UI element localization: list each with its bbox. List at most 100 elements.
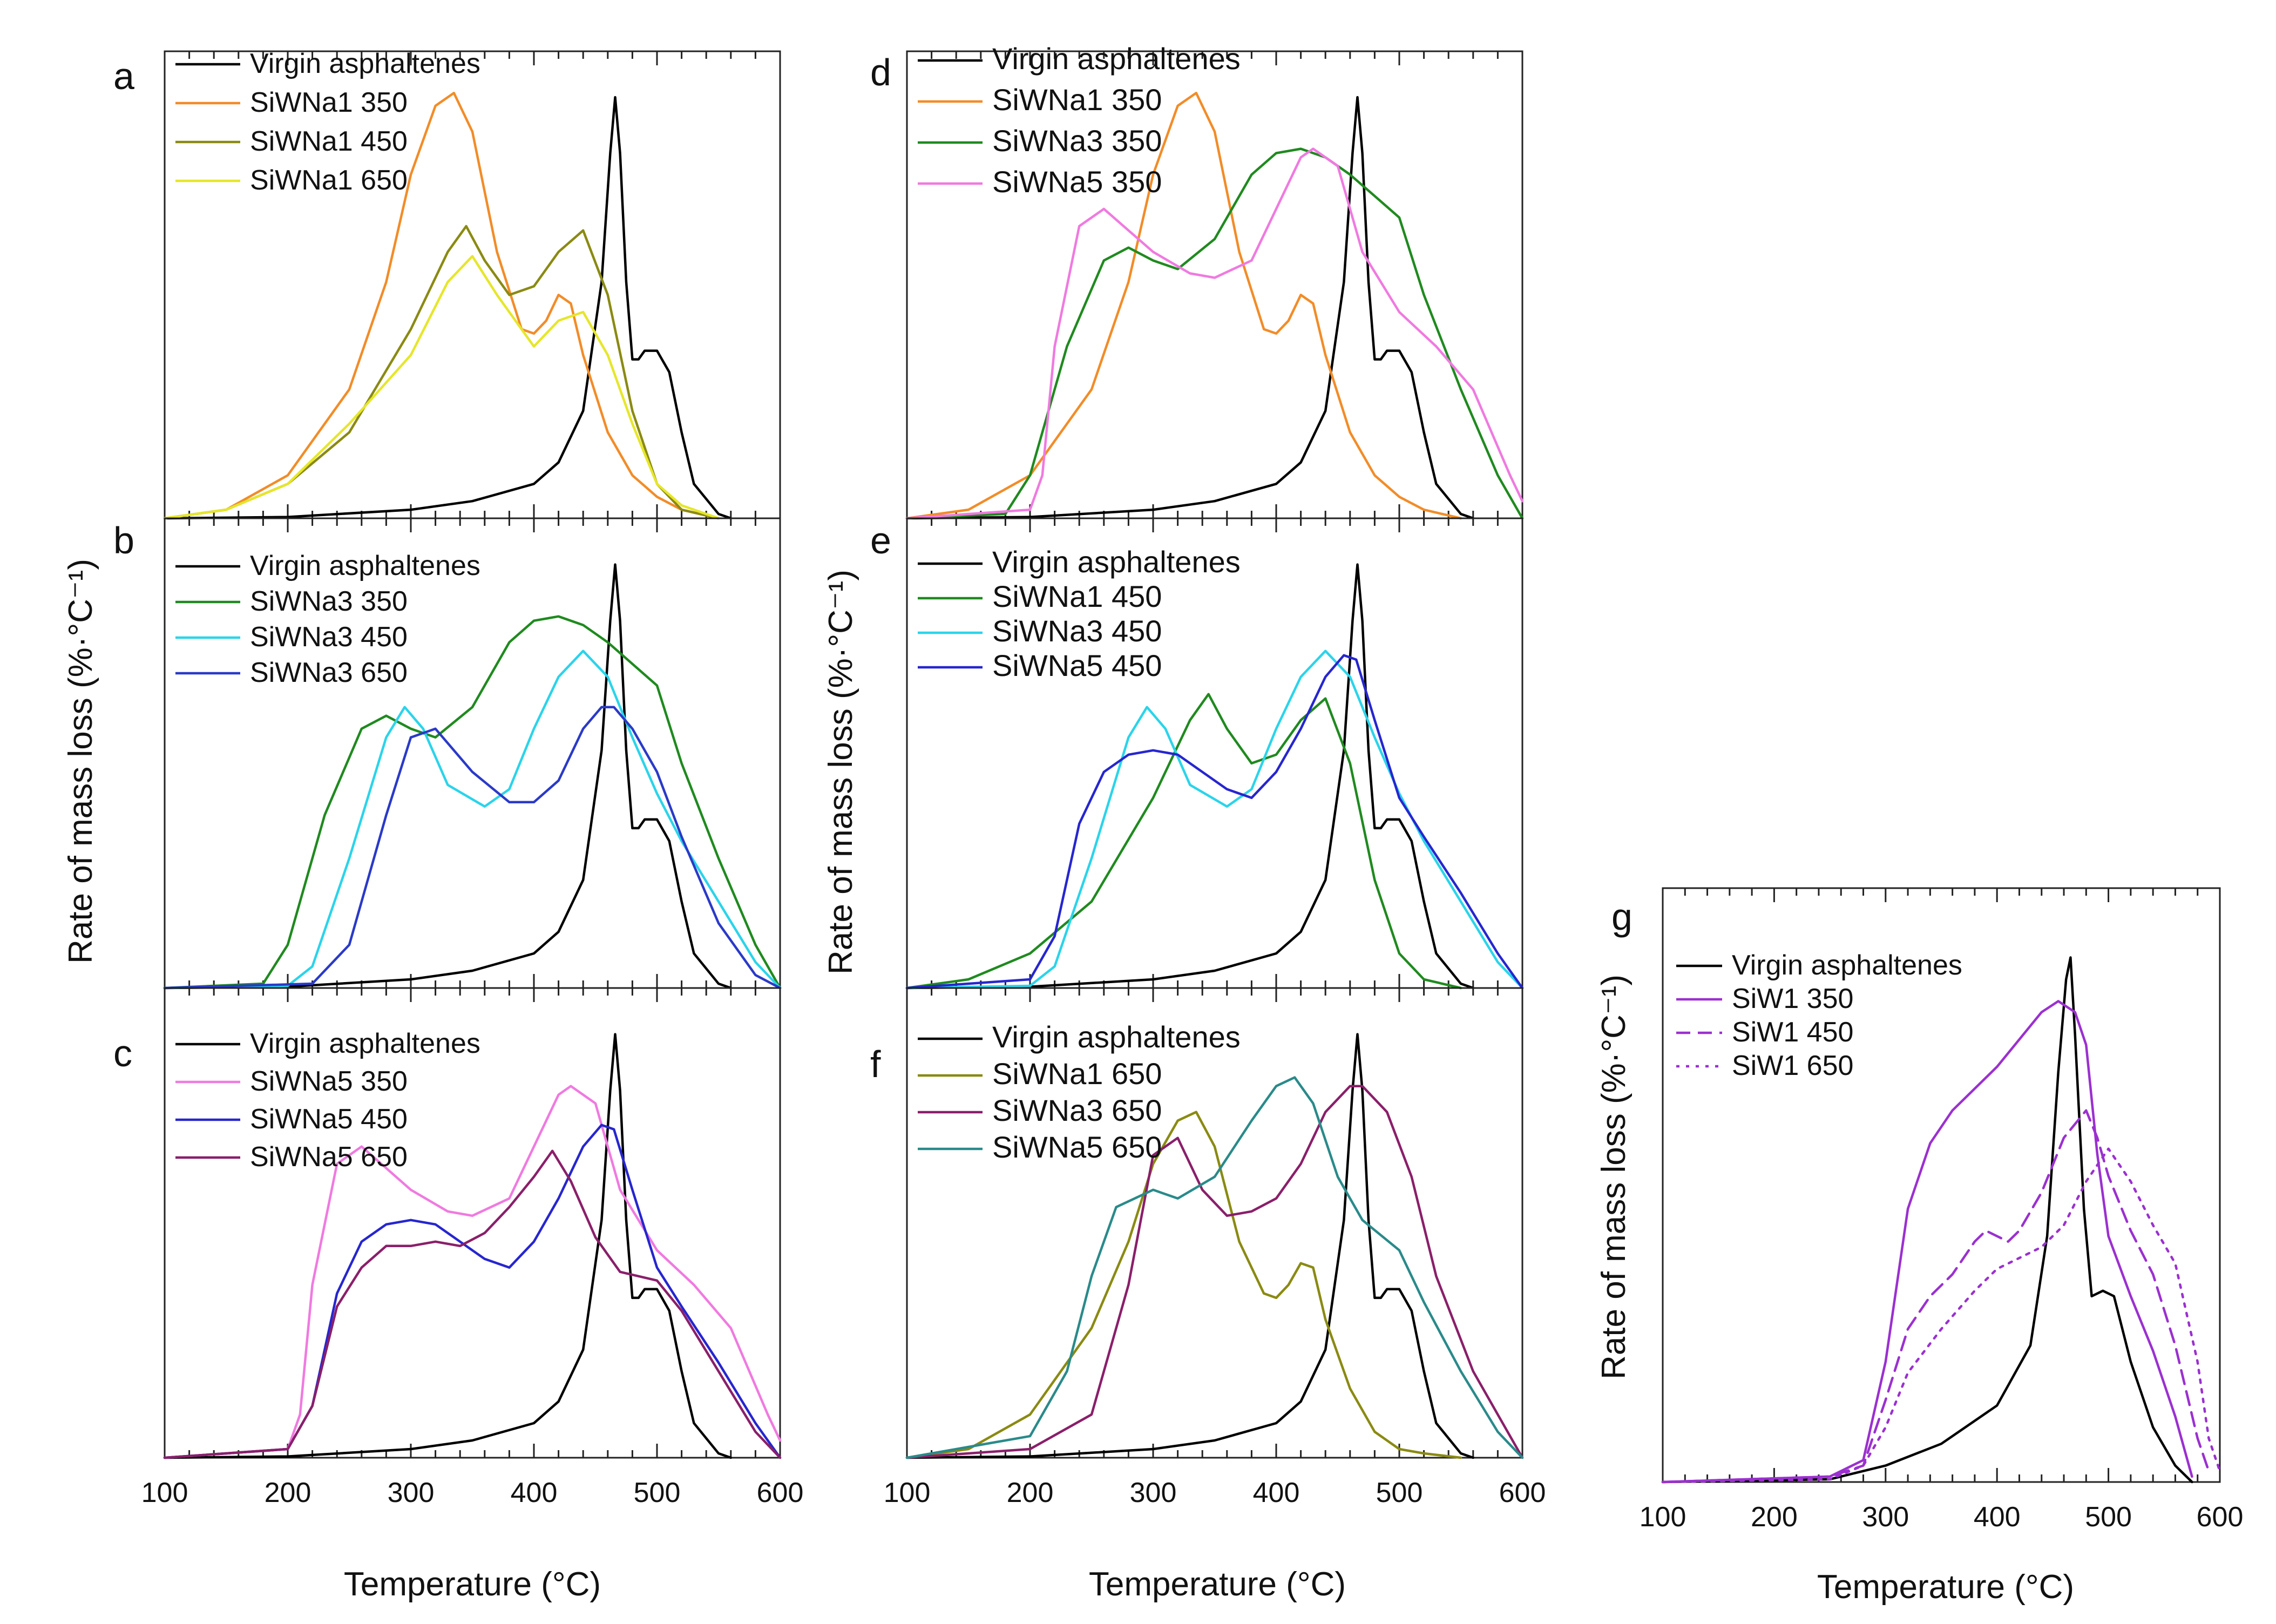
x-tick-label: 400 [1974,1501,2021,1533]
panel-letter: e [870,519,891,561]
plot-frame-a [164,50,781,519]
legend-a: Virgin asphaltenes SiWNa1 350 SiWNa1 450 Si… [175,48,480,196]
legend-label: SiWNa3 450 [992,614,1162,648]
series-line-siw1-650 [1661,1147,2221,1484]
legend-label: SiW1 350 [1732,983,1853,1014]
series-line-siwna1-450 [905,693,1462,990]
legend-label: SiWNa3 650 [992,1093,1162,1127]
panel-b: Virgin asphaltenes SiWNa3 350 SiWNa3 450 Si… [113,517,782,990]
legend-label: Virgin asphaltenes [992,545,1241,579]
x-tick-label: 500 [1376,1477,1423,1508]
legend-label: Virgin asphaltenes [992,42,1241,76]
x-tick-label: 100 [1640,1501,1686,1533]
x-tick-label: 200 [1751,1501,1798,1533]
legend-label: SiWNa1 450 [992,579,1162,613]
x-tick-label: 200 [265,1477,311,1508]
x-tick-label: 600 [1499,1477,1546,1508]
legend-label: SiWNa3 350 [992,124,1162,158]
series-line-siwna5-650 [905,1076,1524,1459]
legend-label: SiWNa1 350 [992,83,1162,117]
x-tick-label: 500 [634,1477,681,1508]
legend-d: Virgin asphaltenes SiWNa1 350 SiWNa3 350 Si… [918,42,1241,199]
series-line-siwna3-350 [163,615,782,990]
series-line-virgin-asphaltenes [1661,956,2193,1484]
series-line-siwna1-450 [163,225,720,520]
series-line-siwna5-350 [905,147,1524,520]
x-tick-label: 100 [884,1477,931,1508]
legend-label: SiWNa1 650 [992,1057,1162,1091]
legend-c: Virgin asphaltenes SiWNa5 350 SiWNa5 450 Si… [175,1028,480,1173]
x-tick-label: 300 [1130,1477,1177,1508]
series-line-virgin-asphaltenes [163,96,733,520]
panel-letter: c [113,1032,132,1074]
legend-label: SiWNa3 650 [250,657,408,688]
plot-frame-f [906,987,1523,1459]
series-line-virgin-asphaltenes [163,563,733,990]
plot-frame-d [906,50,1523,519]
x-axis-label-right: Temperature (°C) [1817,1568,2074,1606]
series-line-siwna1-650 [905,1111,1462,1459]
series-line-siwna5-350 [163,1085,782,1459]
panel-letter: a [113,55,134,97]
series-line-siwna5-450 [905,654,1524,990]
legend-label: Virgin asphaltenes [992,1020,1241,1054]
legend-label: SiWNa5 650 [992,1130,1162,1164]
legend-label: SiWNa3 350 [250,586,408,617]
x-tick-label: 400 [1253,1477,1300,1508]
legend-label: SiWNa3 450 [250,621,408,653]
x-axis-label-left: Temperature (°C) [344,1566,601,1603]
series-line-siwna3-650 [163,706,782,990]
legend-label: SiWNa5 350 [250,1066,408,1097]
panel-letter: b [113,519,134,561]
x-tick-label: 500 [2085,1501,2132,1533]
series-line-siwna5-450 [163,1124,782,1459]
x-tick-label: 200 [1007,1477,1054,1508]
panel-letter: f [870,1043,881,1085]
series-line-siw1-450 [1661,1109,2210,1484]
panel-letter: g [1611,896,1633,938]
legend-label: SiW1 650 [1732,1050,1853,1081]
x-tick-label: 300 [1862,1501,1909,1533]
plot-frame-g [1662,887,2221,1483]
x-axis-label-middle: Temperature (°C) [1089,1566,1346,1603]
legend-label: SiW1 450 [1732,1017,1853,1048]
panel-d: Virgin asphaltenes SiWNa1 350 SiWNa3 350 Si… [870,42,1524,520]
panel-c: 100 200 300 400 500 600 Virgin asphaltenes SiWN… [113,987,804,1508]
legend-label: SiWNa5 450 [250,1104,408,1135]
series-line-virgin-asphaltenes [905,96,1475,520]
series-line-virgin-asphaltenes [905,1033,1475,1459]
series-line-siwna3-450 [163,649,782,990]
x-tick-label: 600 [2197,1501,2244,1533]
x-tick-label: 300 [388,1477,435,1508]
series-line-siwna1-650 [163,255,720,520]
y-axis-label-left: Rate of mass loss (%·°C⁻¹) [62,559,99,964]
legend-label: SiWNa1 650 [250,165,408,196]
y-axis-label-middle: Rate of mass loss (%·°C⁻¹) [822,570,859,975]
legend-label: Virgin asphaltenes [1732,950,1962,981]
series-line-siwna1-350 [905,91,1462,520]
y-axis-label-right: Rate of mass loss (%·°C⁻¹) [1595,975,1633,1379]
legend-label: Virgin asphaltenes [250,1028,480,1059]
panel-a: Virgin asphaltenes SiWNa1 350 SiWNa1 450 Si… [113,48,781,520]
series-line-siwna3-450 [905,649,1524,990]
series-line-virgin-asphaltenes [905,563,1475,990]
legend-label: SiWNa1 450 [250,126,408,157]
series-line-siw1-350 [1661,1000,2193,1484]
series-line-siwna3-350 [905,147,1524,520]
legend-label: Virgin asphaltenes [250,550,480,581]
legend-label: Virgin asphaltenes [250,48,480,79]
legend-label: SiWNa1 350 [250,87,408,118]
x-tick-label: 400 [511,1477,558,1508]
series-line-siwna3-650 [905,1085,1524,1459]
x-tick-label: 600 [757,1477,804,1508]
x-tick-label: 100 [141,1477,188,1508]
legend-b: Virgin asphaltenes SiWNa3 350 SiWNa3 450 Si… [175,550,480,688]
series-line-siwna1-350 [163,91,720,520]
series-line-siwna5-650 [163,1149,782,1459]
